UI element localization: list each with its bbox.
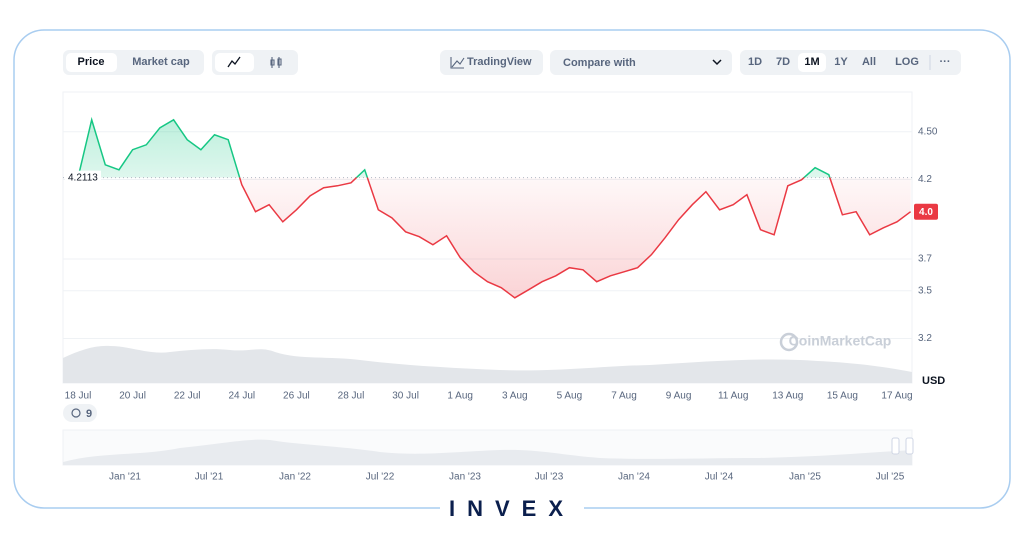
y-unit: USD	[922, 375, 945, 387]
navigator-area	[63, 439, 912, 465]
price-tab[interactable]: Price	[78, 56, 105, 68]
volume-area	[63, 345, 912, 383]
candle-icon[interactable]	[270, 57, 282, 68]
baseline-label-bg	[65, 170, 101, 185]
area-fill	[78, 119, 911, 298]
y-tick-label: 4.50	[918, 126, 938, 137]
watermark: CoinMarketCap	[789, 333, 892, 349]
navigator-label: Jul '25	[876, 472, 905, 483]
x-tick-label: 20 Jul	[119, 391, 146, 402]
x-tick-label: 24 Jul	[228, 391, 255, 402]
navigator-label: Jan '24	[618, 472, 650, 483]
brand: INVEX	[449, 496, 575, 521]
range-active	[798, 53, 826, 72]
badge-icon	[71, 408, 81, 418]
toggle-active	[66, 53, 117, 72]
x-tick-label: 3 Aug	[502, 391, 528, 402]
x-tick-label: 5 Aug	[557, 391, 583, 402]
badge-count: 9	[86, 408, 92, 420]
navigator-label: Jul '22	[366, 472, 395, 483]
range-button[interactable]: 1D	[748, 56, 762, 68]
x-tick-label: 13 Aug	[772, 391, 803, 402]
chevron	[712, 59, 722, 66]
x-tick-label: 15 Aug	[827, 391, 858, 402]
x-tick-label: 7 Aug	[611, 391, 637, 402]
watermark-logo	[779, 332, 799, 352]
y-tick-label: 3.7	[918, 254, 932, 265]
brand-bg	[440, 494, 584, 524]
navigator-label: Jul '24	[705, 472, 734, 483]
more-button[interactable]: ···	[940, 56, 951, 68]
x-tick-label: 1 Aug	[447, 391, 473, 402]
navigator-label: Jan '25	[789, 472, 821, 483]
market-cap-tab[interactable]: Market cap	[132, 56, 190, 68]
compare-label: Compare with	[563, 57, 636, 69]
log-button[interactable]: LOG	[895, 56, 919, 68]
x-tick-label: 30 Jul	[392, 391, 419, 402]
y-tick-label: 4.2	[918, 174, 932, 185]
x-tick-label: 9 Aug	[666, 391, 692, 402]
baseline-label: 4.2113	[68, 172, 98, 183]
nav-handle[interactable]	[905, 437, 914, 455]
price-tag	[914, 203, 938, 220]
x-tick-label: 17 Aug	[881, 391, 912, 402]
range-button[interactable]: 1M	[804, 56, 819, 68]
line-type-button[interactable]	[215, 53, 254, 72]
range-group	[740, 50, 961, 75]
tradingview-label: TradingView	[467, 56, 532, 68]
price-tag-label: 4.0	[919, 207, 933, 218]
navigator-label: Jan '22	[279, 472, 311, 483]
range-button[interactable]: 1Y	[834, 56, 848, 68]
tradingview-button[interactable]	[440, 50, 543, 75]
price-line	[77, 116, 912, 299]
navigator-label: Jan '23	[449, 472, 481, 483]
y-tick-label: 3.2	[918, 333, 932, 344]
range-button[interactable]: 7D	[776, 56, 790, 68]
compare-select[interactable]	[550, 50, 732, 75]
tradingview-icon	[450, 57, 465, 69]
navigator-label: Jul '21	[195, 472, 224, 483]
x-tick-label: 28 Jul	[338, 391, 365, 402]
line-icon	[227, 56, 241, 68]
x-tick-label: 22 Jul	[174, 391, 201, 402]
x-tick-label: 11 Aug	[718, 391, 748, 402]
navigator-label: Jan '21	[109, 472, 141, 483]
y-tick-label: 3.5	[918, 285, 932, 296]
navigator-label: Jul '23	[535, 472, 564, 483]
range-button[interactable]: All	[862, 56, 876, 68]
x-tick-label: 26 Jul	[283, 391, 310, 402]
nav-handle[interactable]	[891, 437, 900, 455]
x-tick-label: 18 Jul	[65, 391, 92, 402]
